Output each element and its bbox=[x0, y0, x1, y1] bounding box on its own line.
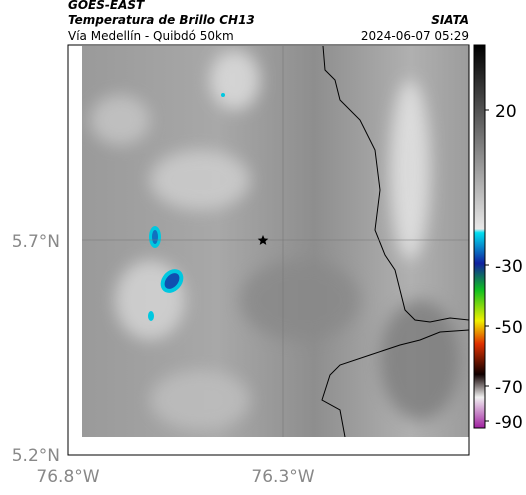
map-frame bbox=[67, 44, 470, 456]
colorbar bbox=[473, 44, 486, 429]
lat-label: 5.7°N bbox=[12, 232, 60, 252]
lon-label: 76.8°W bbox=[36, 467, 99, 487]
colorbar-label: -90 bbox=[495, 413, 523, 433]
colorbar-ticks bbox=[485, 109, 489, 422]
colorbar-label: -30 bbox=[495, 257, 523, 277]
lat-label: 5.2°N bbox=[12, 446, 60, 466]
lon-label: 76.3°W bbox=[251, 467, 314, 487]
region: Vía Medellín - Quibdó 50km bbox=[68, 29, 234, 43]
colorbar-label: -70 bbox=[495, 378, 523, 398]
satellite: GOES-EAST bbox=[68, 0, 145, 12]
satellite-image bbox=[82, 46, 469, 437]
colorbar-label: 20 bbox=[495, 102, 517, 122]
colorbar-label: -50 bbox=[495, 318, 523, 338]
source: SIATA bbox=[431, 13, 469, 27]
timestamp: 2024-06-07 05:29 bbox=[361, 29, 469, 43]
location-marker bbox=[257, 235, 269, 245]
product: Temperatura de Brillo CH13 bbox=[68, 13, 255, 27]
